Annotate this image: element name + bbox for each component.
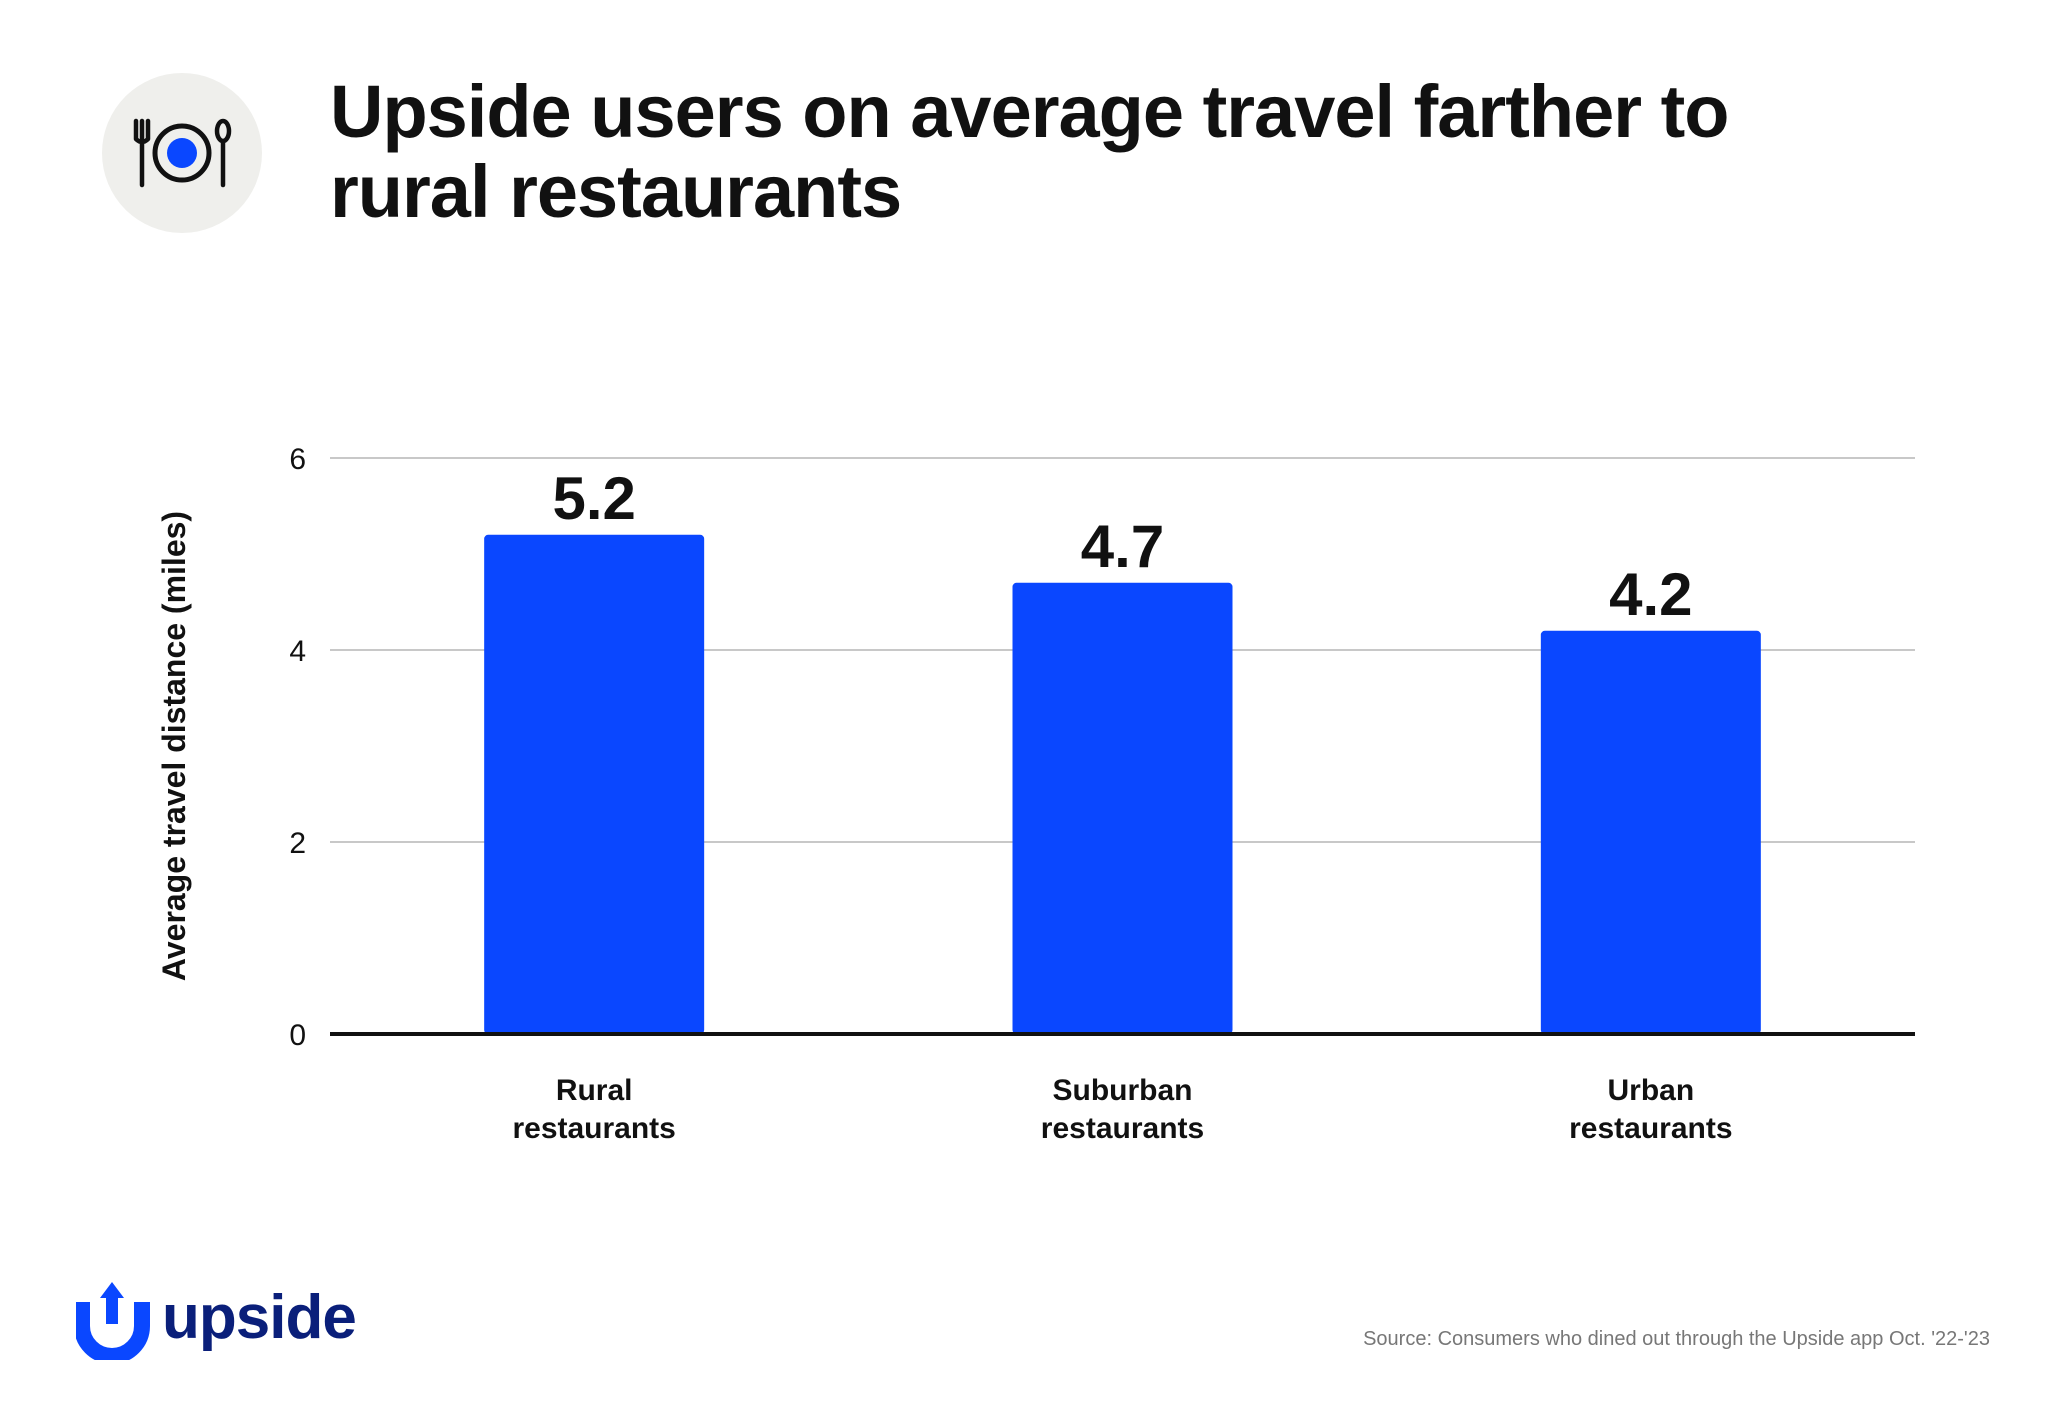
- title-line-1: Upside users on average travel farther t…: [330, 70, 1729, 153]
- x-tick-label: Rural: [556, 1074, 633, 1107]
- plate-fork-knife-icon: [102, 73, 262, 233]
- y-tick-label: 2: [289, 827, 306, 860]
- y-tick-label: 0: [289, 1019, 306, 1052]
- bar-0: [484, 534, 705, 1034]
- title-line-2: rural restaurants: [330, 150, 902, 233]
- x-tick-label: Suburban: [1053, 1074, 1193, 1107]
- x-tick-label: Urban: [1607, 1074, 1694, 1107]
- upside-logo-icon: [74, 1282, 150, 1364]
- x-tick-label: restaurants: [1569, 1112, 1732, 1145]
- data-label: 5.2: [552, 465, 635, 532]
- bar-2: [1540, 630, 1761, 1034]
- source-note: Source: Consumers who dined out through …: [1363, 1328, 1990, 1350]
- y-tick-label: 4: [289, 635, 306, 668]
- y-tick-label: 6: [289, 443, 306, 476]
- x-tick-label: restaurants: [1041, 1112, 1204, 1145]
- data-label: 4.2: [1609, 561, 1692, 628]
- data-label: 4.7: [1081, 513, 1164, 580]
- brand-logo: upside: [74, 1280, 396, 1364]
- brand-name: upside: [162, 1283, 357, 1352]
- y-axis-title: Average travel distance (miles): [156, 511, 192, 981]
- x-tick-label: restaurants: [512, 1112, 675, 1145]
- chart-title: Upside users on average travel farther t…: [330, 72, 2030, 232]
- bar-1: [1012, 582, 1233, 1034]
